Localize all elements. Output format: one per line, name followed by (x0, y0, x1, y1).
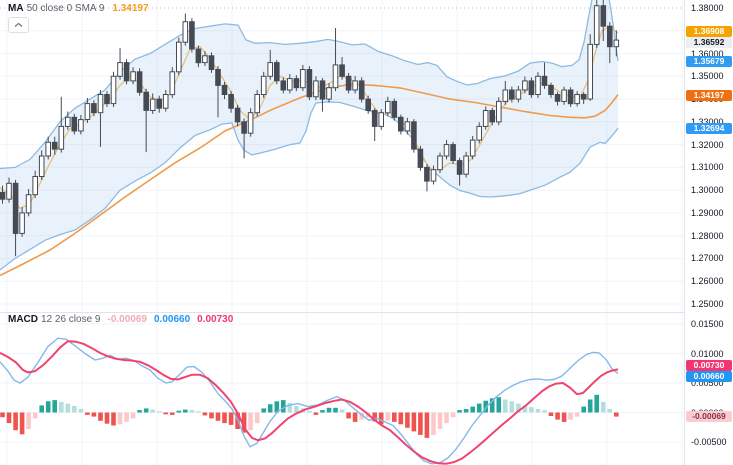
macd-pane (0, 337, 619, 465)
price-label-badge: 0.00660 (686, 370, 732, 382)
price-label-badge: -0.00069 (686, 411, 732, 422)
axis-tick-label: 1.33000 (691, 116, 724, 127)
axis-tick-label: -0.00500 (691, 437, 727, 447)
chart-canvas[interactable] (0, 0, 684, 465)
macd-signal-line (0, 340, 619, 465)
axis-tick-label: 1.31000 (691, 162, 724, 173)
axis-tick-label: 1.28000 (691, 230, 724, 241)
price-label-badge: 0.00730 (686, 359, 732, 371)
macd-legend: MACD 12 26 close 9 -0.00069 0.00660 0.00730 (8, 314, 233, 326)
price-pane (0, 0, 620, 277)
axis-tick-label: 1.26000 (691, 276, 724, 287)
price-label-badge: 1.36592 (686, 36, 732, 48)
bollinger-fill (0, 0, 618, 270)
axis-tick-label: 1.35000 (691, 71, 724, 82)
axis-tick-label: 1.30000 (691, 185, 724, 196)
macd-line (0, 337, 619, 465)
macd-hist-value: -0.00069 (107, 314, 147, 325)
axis-tick-label: 1.27000 (691, 253, 724, 264)
axis-tick-label: 0.00500 (691, 378, 724, 388)
macd-signal-value: 0.00730 (197, 314, 234, 325)
axis-tick-label: 1.29000 (691, 207, 724, 218)
price-label-badge: 1.32694 (686, 122, 732, 134)
chevron-up-icon (14, 22, 23, 27)
indicator-params: 50 close 0 SMA 9 (26, 3, 105, 14)
macd-histogram (0, 394, 619, 438)
price-label-badge: 1.35679 (686, 55, 732, 67)
axis-tick-label: 0.01000 (691, 348, 724, 359)
axis-tick-label: 1.36000 (691, 48, 724, 59)
bollinger-lower-line (0, 101, 619, 271)
price-label-badge: 1.36908 (686, 25, 732, 37)
price-axis[interactable]: 1.380001.370001.360001.350001.340001.330… (684, 0, 733, 465)
axis-tick-label: 1.25000 (691, 299, 724, 309)
bollinger-upper-line (0, 0, 619, 170)
axis-tick-label: 0.01500 (691, 319, 724, 329)
collapse-pane-button[interactable] (8, 17, 29, 33)
candles (0, 0, 620, 257)
main-pane-legend: MA 50 close 0 SMA 9 1.34197 (8, 3, 149, 33)
axis-tick-label: 1.32000 (691, 139, 724, 150)
axis-tick-label: 1.38000 (691, 3, 724, 13)
price-label-badge: 1.34197 (686, 89, 732, 101)
macd-title[interactable]: MACD (8, 314, 38, 325)
macd-params: 12 26 close 9 (41, 314, 101, 325)
indicator-title[interactable]: MA (8, 3, 24, 14)
indicator-value: 1.34197 (112, 3, 149, 14)
pane-separator[interactable] (0, 312, 733, 313)
macd-line-value: 0.00660 (153, 314, 191, 325)
